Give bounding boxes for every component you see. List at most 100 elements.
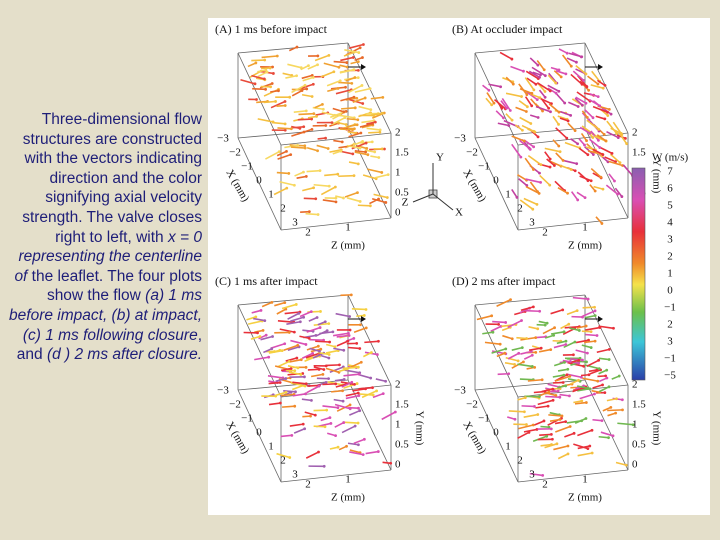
- flow-vector: [606, 120, 618, 134]
- flow-vector: [247, 320, 263, 325]
- flow-vector: [343, 51, 355, 57]
- flow-vector-head: [361, 102, 365, 105]
- flow-vector-head: [566, 191, 569, 195]
- flow-vector-head: [259, 309, 263, 312]
- flow-vector-head: [585, 360, 588, 364]
- flow-vector-head: [564, 384, 568, 388]
- y-tick-label: 2: [632, 379, 638, 391]
- flow-vector-head: [338, 79, 342, 83]
- flow-vector-head: [580, 419, 584, 423]
- flow-vector-head: [565, 373, 569, 377]
- y-tick-label: 2: [395, 379, 401, 391]
- flow-vector-head: [309, 414, 312, 418]
- flow-vector-head: [620, 195, 624, 198]
- triad-axis: [432, 193, 454, 211]
- flow-vector: [557, 385, 566, 389]
- flow-vector: [287, 365, 299, 369]
- flow-vector-head: [377, 156, 381, 159]
- flow-vector: [610, 127, 622, 135]
- panel-title: (A) 1 ms before impact: [215, 22, 328, 36]
- flow-vector: [577, 452, 593, 457]
- flow-vector-head: [304, 365, 308, 369]
- flow-vector: [268, 402, 281, 406]
- flow-vector-head: [303, 427, 307, 431]
- flow-vector-head: [547, 425, 551, 429]
- flow-vector-head: [577, 378, 580, 382]
- flow-vector-head: [298, 320, 302, 324]
- triad-axis: [412, 193, 434, 203]
- flow-vector: [502, 334, 513, 340]
- flow-vector: [270, 343, 285, 350]
- flow-vector: [529, 57, 539, 66]
- flow-vector: [529, 472, 543, 477]
- flow-vector: [287, 63, 302, 69]
- flow-vector-head: [525, 337, 528, 340]
- flow-vector-head: [581, 358, 584, 362]
- flow-vector: [251, 74, 265, 80]
- flow-vector-head: [358, 146, 362, 150]
- flow-vector: [369, 198, 379, 205]
- flow-vector: [607, 412, 616, 417]
- flow-vector-head: [342, 348, 346, 352]
- flow-vector-head: [525, 184, 529, 187]
- flow-vector-head: [536, 116, 540, 119]
- flow-vector-head: [329, 422, 333, 425]
- flow-vector: [321, 111, 335, 117]
- flow-vector-head: [307, 64, 310, 68]
- flow-vector: [564, 141, 580, 149]
- flow-vector-head: [508, 109, 512, 112]
- flow-vector-head: [305, 87, 309, 91]
- flow-vector: [315, 340, 330, 343]
- z-axis-label: Z (mm): [568, 240, 602, 252]
- flow-vector: [574, 97, 583, 106]
- y-axis-label: Y (mm): [650, 159, 662, 194]
- flow-vector-head: [605, 368, 609, 372]
- flow-vector: [300, 64, 309, 71]
- flow-vector-head: [530, 365, 534, 368]
- flow-vector: [280, 367, 292, 372]
- flow-vector: [586, 359, 600, 368]
- flow-vector: [537, 399, 554, 406]
- flow-vector-head: [362, 43, 365, 46]
- flow-vector-head: [271, 72, 275, 75]
- flow-vector: [515, 124, 523, 131]
- flow-vector: [575, 339, 589, 344]
- flow-vector-head: [350, 380, 354, 384]
- flow-vector-head: [536, 63, 540, 67]
- flow-vector: [277, 360, 290, 368]
- flow-vector-head: [363, 96, 367, 100]
- flow-vector-head: [537, 191, 541, 195]
- flow-vector-head: [350, 81, 354, 85]
- flow-vector-head: [490, 314, 494, 318]
- flow-vector-head: [610, 151, 614, 155]
- panel: (A) 1 ms before impact21.510.50−3−2−1012…: [215, 22, 409, 252]
- y-tick-label: 0: [395, 207, 401, 219]
- flow-vector: [306, 326, 321, 333]
- flow-vector-head: [294, 303, 298, 306]
- flow-vector-head: [357, 372, 361, 376]
- flow-vector-head: [593, 309, 597, 313]
- flow-vector: [531, 66, 546, 77]
- flow-vector: [326, 343, 336, 348]
- flow-vector-head: [283, 122, 287, 126]
- flow-vector: [590, 84, 604, 89]
- flow-vector-head: [377, 197, 380, 201]
- flow-vector: [263, 100, 276, 104]
- flow-vector-head: [304, 109, 308, 113]
- flow-vector-head: [577, 358, 581, 362]
- flow-vector-head: [310, 117, 314, 121]
- x-tick-label: 0: [493, 175, 499, 187]
- flow-vector-head: [304, 392, 308, 396]
- flow-vector-head: [563, 101, 567, 105]
- flow-vector-head: [383, 147, 386, 151]
- flow-vector: [346, 123, 358, 128]
- flow-vector-head: [355, 341, 359, 345]
- flow-vector-head: [564, 339, 568, 343]
- flow-vector: [362, 174, 377, 180]
- flow-vector-head: [321, 372, 325, 376]
- flow-vector-head: [293, 404, 297, 408]
- flow-vector: [312, 106, 324, 111]
- flow-vector-head: [615, 397, 618, 401]
- x-tick-label: 3: [529, 469, 535, 481]
- flow-vector-head: [356, 118, 360, 122]
